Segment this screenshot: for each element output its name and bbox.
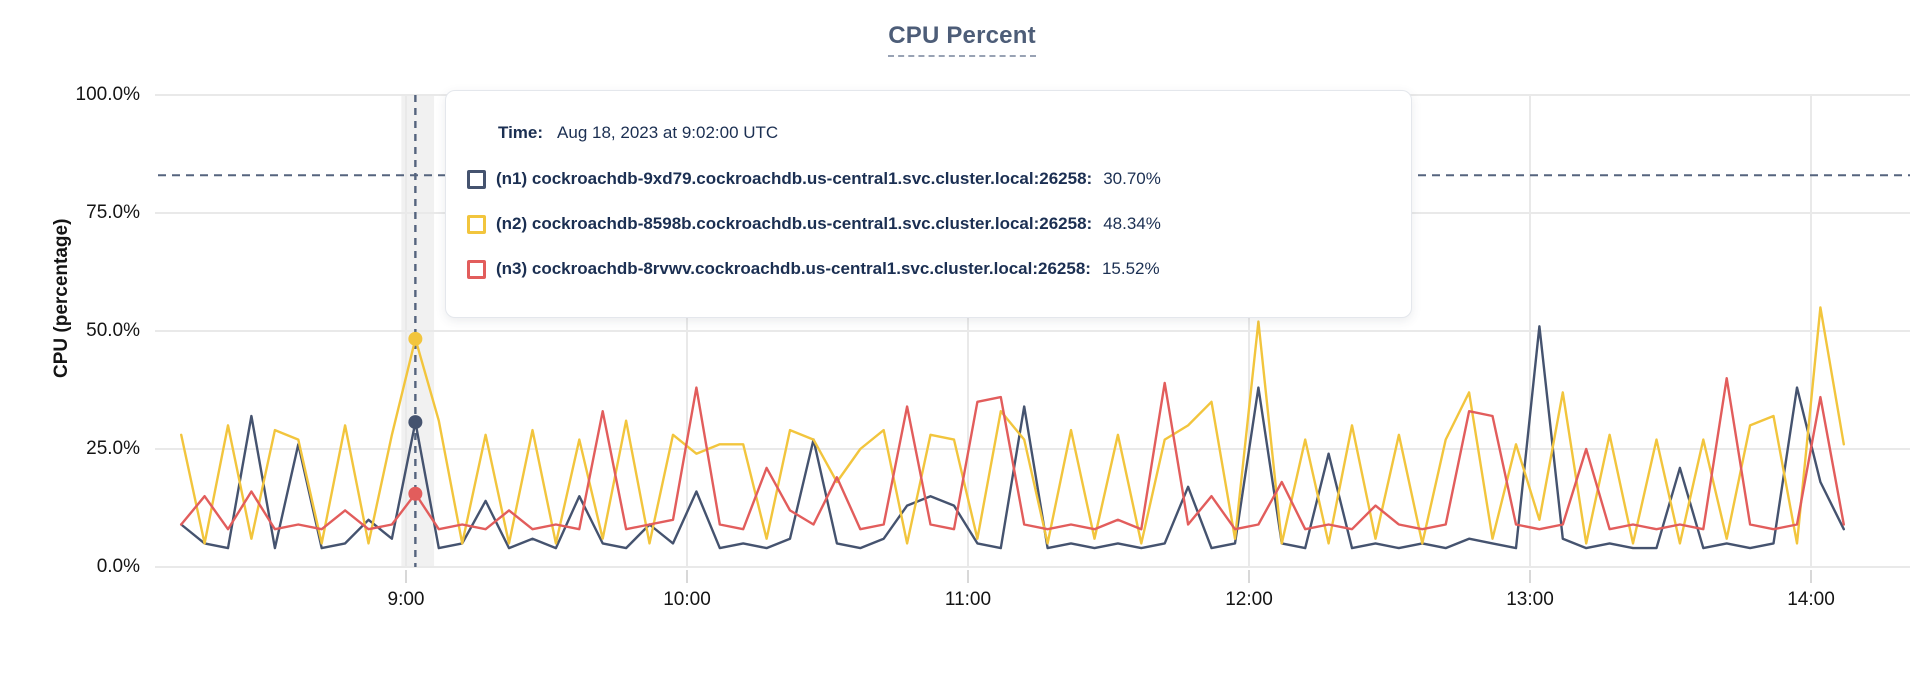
- x-tick-label: 12:00: [1225, 589, 1273, 610]
- tooltip-series-value: 48.34%: [1103, 214, 1161, 233]
- x-tick-label: 11:00: [944, 589, 992, 610]
- tooltip-series-value: 30.70%: [1103, 169, 1161, 188]
- series-n1-swatch-icon: [467, 169, 486, 189]
- hover-dot-n3: [408, 486, 423, 501]
- chart-title-wrap: CPU Percent: [0, 22, 1924, 57]
- x-tick-label: 10:00: [663, 589, 711, 610]
- tooltip-series-row: (n1) cockroachdb-9xd79.cockroachdb.us-ce…: [467, 167, 1411, 191]
- y-tick-label: 50.0%: [86, 320, 140, 341]
- series-line-n1[interactable]: [179, 325, 1846, 550]
- series-line-n2[interactable]: [179, 306, 1846, 545]
- series-line-n3[interactable]: [179, 377, 1846, 531]
- tooltip-series-value: 15.52%: [1101, 259, 1160, 278]
- y-tick-label: 0.0%: [96, 556, 140, 577]
- tooltip-series-row: (n2) cockroachdb-8598b.cockroachdb.us-ce…: [467, 212, 1411, 236]
- y-tick-label: 100.0%: [75, 84, 140, 105]
- hover-dot-n1: [408, 415, 423, 430]
- tooltip-time-label: Time:: [498, 123, 544, 142]
- y-tick-label: 75.0%: [86, 202, 140, 223]
- series-n2-swatch-icon: [467, 214, 486, 234]
- tooltip-series-label: (n3) cockroachdb-8rvwv.cockroachdb.us-ce…: [496, 259, 1091, 278]
- series-n3-swatch-icon: [467, 259, 486, 279]
- tooltip-series-row: (n3) cockroachdb-8rvwv.cockroachdb.us-ce…: [467, 257, 1411, 281]
- x-tick-label: 13:00: [1506, 589, 1554, 610]
- x-tick-label: 14:00: [1787, 589, 1835, 610]
- tooltip-time-value: Aug 18, 2023 at 9:02:00 UTC: [557, 123, 779, 142]
- hover-dot-n2: [408, 331, 423, 346]
- chart-title: CPU Percent: [888, 22, 1036, 57]
- x-tick-label: 9:00: [387, 589, 425, 610]
- tooltip-series-label: (n1) cockroachdb-9xd79.cockroachdb.us-ce…: [496, 169, 1093, 188]
- tooltip-series-label: (n2) cockroachdb-8598b.cockroachdb.us-ce…: [496, 214, 1093, 233]
- hover-tooltip: Time: Aug 18, 2023 at 9:02:00 UTC (n1) c…: [445, 90, 1412, 318]
- y-tick-label: 25.0%: [86, 438, 140, 459]
- tooltip-time-row: Time: Aug 18, 2023 at 9:02:00 UTC: [498, 121, 1411, 145]
